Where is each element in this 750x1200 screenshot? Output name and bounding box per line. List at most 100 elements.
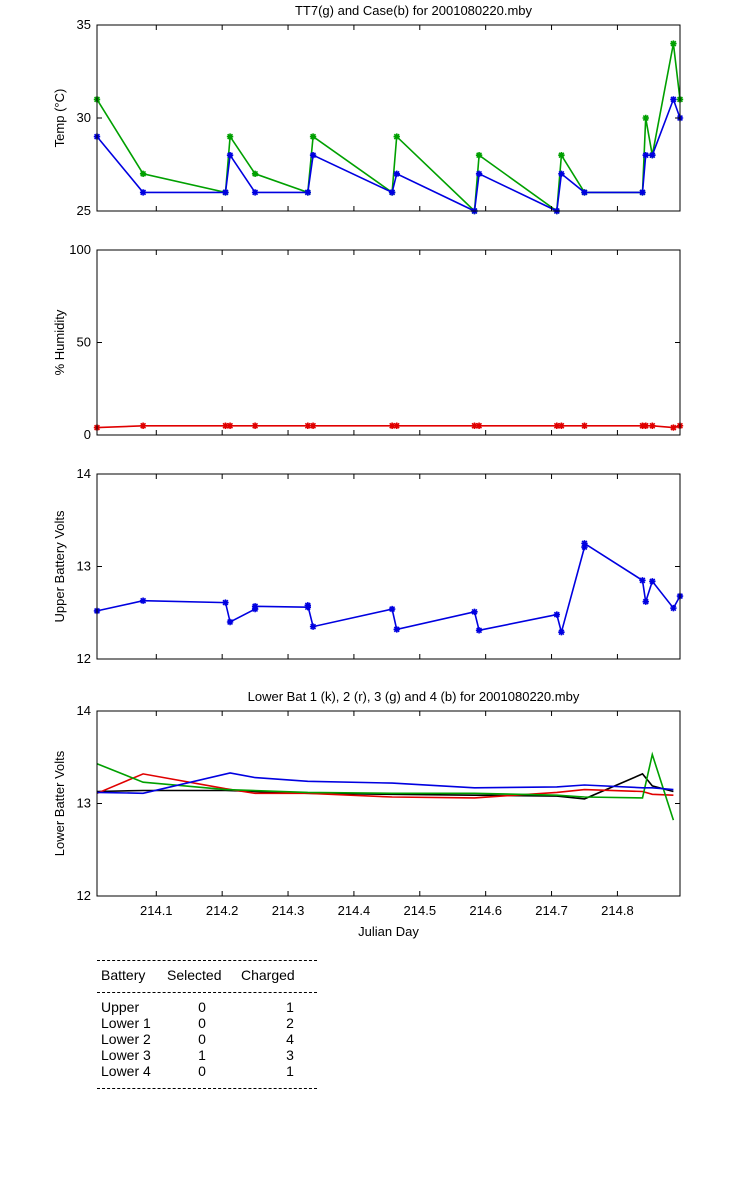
table-row: Lower 3 1 3 (97, 1047, 317, 1063)
data-point (222, 422, 229, 429)
selected-value: 0 (198, 999, 206, 1015)
data-point (649, 152, 656, 159)
data-point (393, 133, 400, 140)
y-axis-label: % Humidity (52, 309, 67, 375)
selected-value: 0 (198, 1031, 206, 1047)
x-tick-label: 214.3 (272, 903, 305, 918)
data-point (309, 422, 317, 429)
header-charged: Charged (241, 967, 295, 983)
upper-battery-panel: 12 13 14 Upper Battery Volts (52, 466, 684, 666)
battery-name: Lower 1 (101, 1015, 151, 1031)
humidity-panel: 0 50 100 % Humidity (52, 242, 684, 442)
y-axis-label: Upper Battery Volts (52, 510, 67, 622)
data-point (649, 422, 656, 429)
data-point (139, 189, 147, 196)
data-point (553, 422, 561, 429)
data-point (558, 628, 565, 636)
y-axis-label: Lower Batter Volts (52, 750, 67, 856)
data-point (139, 597, 147, 604)
data-point (226, 618, 234, 626)
series-2 (96, 751, 675, 821)
series-3 (96, 772, 674, 795)
battery-status-table: Battery Selected Charged Upper 0 1 Lower 1 0… (97, 960, 317, 1089)
temperature-panel: 25 30 35 TT7(g) and Case(b) for 2001080220.… (52, 3, 684, 218)
table-row: Lower 4 0 1 (97, 1063, 317, 1079)
x-tick-label: 214.1 (140, 903, 173, 918)
header-battery: Battery (101, 967, 146, 983)
data-point (642, 422, 649, 429)
data-point (309, 152, 317, 159)
data-point (309, 623, 317, 630)
x-tick-label: 214.5 (404, 903, 437, 918)
data-point (388, 189, 396, 196)
data-point (639, 422, 646, 429)
y-tick-label: 0 (84, 427, 91, 442)
table-top-rule (97, 960, 317, 961)
x-tick-label: 214.7 (535, 903, 568, 918)
x-axis-label: Julian Day (358, 924, 419, 939)
table-row: Upper 0 1 (97, 999, 317, 1015)
data-point (304, 189, 312, 196)
data-point (475, 627, 483, 634)
data-point (670, 424, 677, 431)
y-tick-label: 13 (77, 559, 91, 574)
data-point (558, 170, 565, 177)
data-point (670, 40, 677, 47)
data-point (581, 543, 588, 551)
battery-name: Lower 2 (101, 1031, 151, 1047)
series-1 (93, 96, 684, 215)
battery-name: Lower 4 (101, 1063, 151, 1079)
charged-value: 4 (286, 1031, 294, 1047)
data-point (139, 170, 147, 177)
data-point (670, 96, 677, 103)
selected-value: 1 (198, 1047, 206, 1063)
chart-title: TT7(g) and Case(b) for 2001080220.mby (295, 3, 533, 18)
table-header-row: Battery Selected Charged (97, 967, 317, 983)
data-point (251, 189, 259, 196)
table-body: Upper 0 1 Lower 1 0 2 Lower 2 0 4 Lower 3 1 3 Lower … (97, 999, 317, 1079)
plot-frame (96, 473, 681, 660)
data-point (649, 578, 656, 585)
data-point (581, 540, 588, 547)
data-point (139, 422, 147, 429)
data-point (304, 602, 312, 609)
data-point (475, 152, 483, 159)
data-point (670, 604, 677, 612)
charged-value: 3 (286, 1047, 294, 1063)
data-point (393, 422, 400, 429)
series-0 (93, 422, 684, 431)
x-tick-label: 214.6 (469, 903, 502, 918)
data-point (222, 599, 229, 606)
series-line (96, 751, 675, 821)
series-line (96, 97, 681, 213)
selected-value: 0 (198, 1063, 206, 1079)
data-point (642, 114, 649, 122)
table-bottom-rule (97, 1088, 317, 1089)
data-point (471, 608, 478, 616)
y-tick-label: 12 (77, 888, 91, 903)
y-tick-label: 14 (77, 703, 91, 718)
plot-frame (96, 710, 681, 897)
data-point (222, 189, 229, 196)
series-line (96, 772, 674, 800)
x-tick-label: 214.2 (206, 903, 239, 918)
data-point (471, 422, 478, 429)
data-point (251, 422, 259, 429)
data-point (251, 170, 259, 177)
selected-value: 0 (198, 1015, 206, 1031)
data-point (475, 170, 483, 177)
y-tick-label: 30 (77, 110, 91, 125)
data-point (639, 189, 646, 196)
x-tick-label: 214.4 (338, 903, 371, 918)
data-point (388, 422, 396, 429)
charged-value: 2 (286, 1015, 294, 1031)
chart-title: Lower Bat 1 (k), 2 (r), 3 (g) and 4 (b) … (248, 689, 580, 704)
table-row: Lower 1 0 2 (97, 1015, 317, 1031)
data-point (642, 152, 649, 159)
series-0 (96, 772, 674, 800)
data-point (388, 605, 396, 613)
table-header-rule (97, 992, 317, 993)
series-0 (93, 40, 684, 215)
data-point (304, 422, 312, 429)
